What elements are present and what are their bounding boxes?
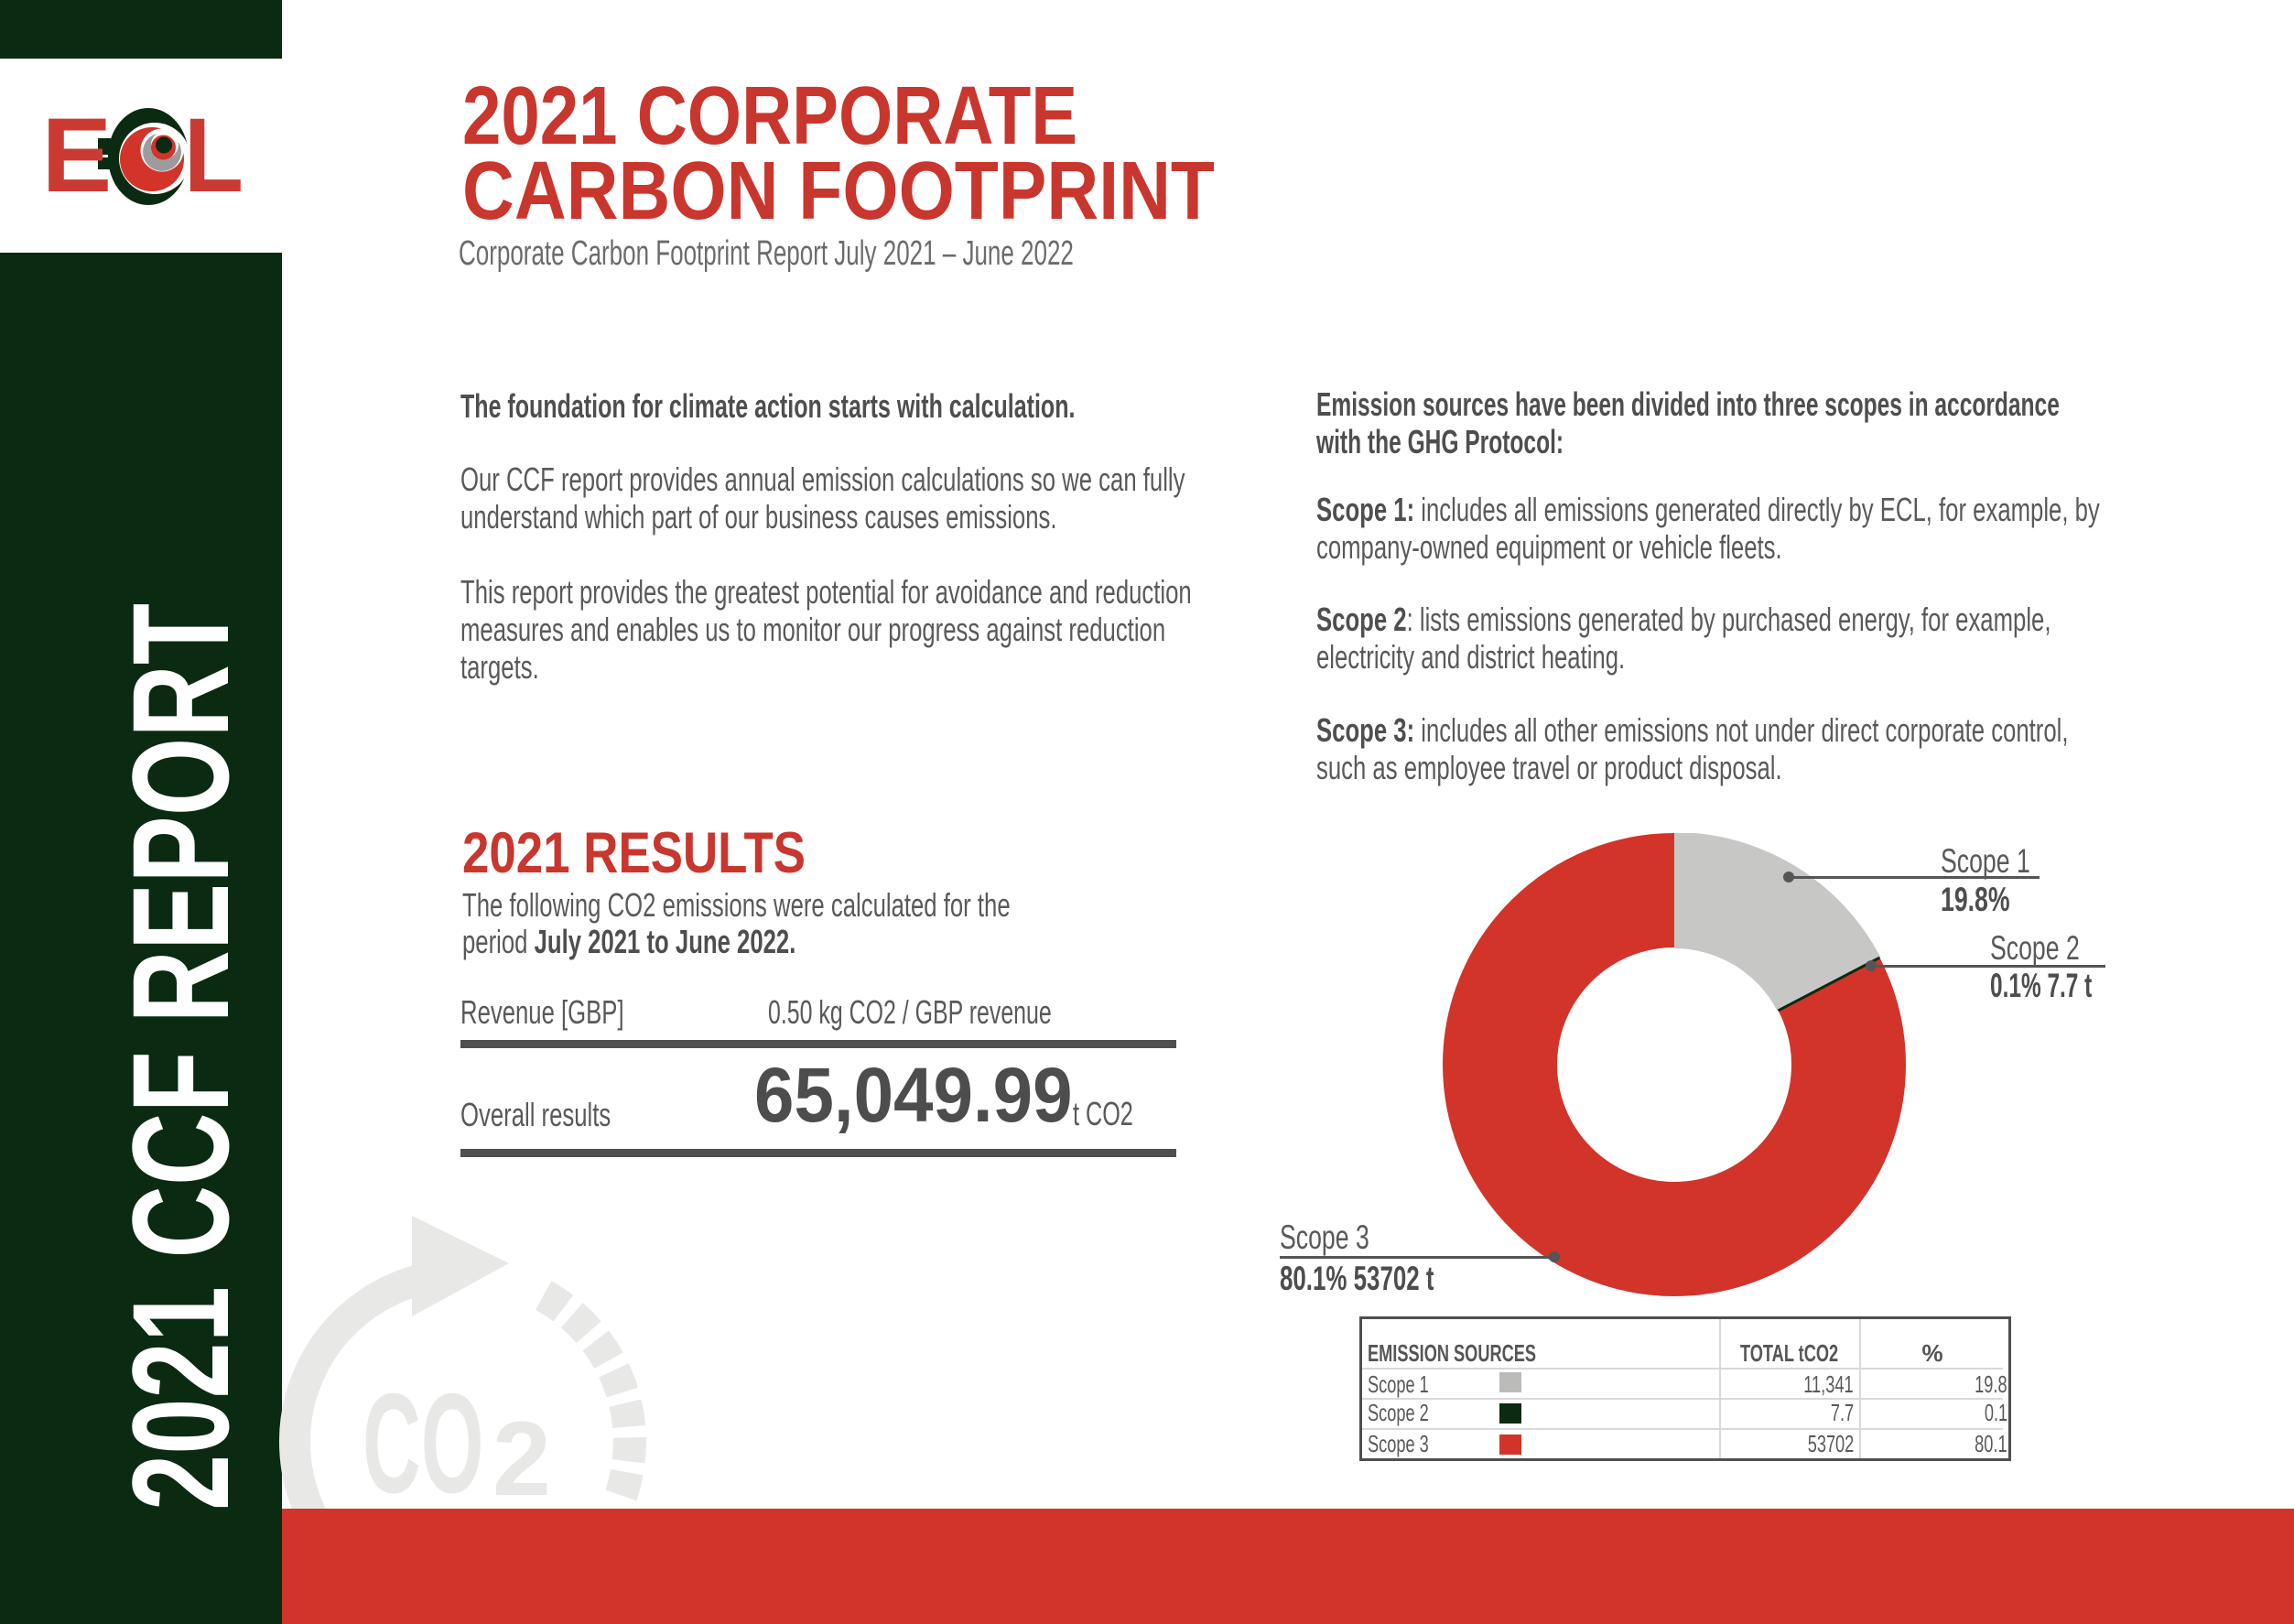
svg-text:E: E bbox=[42, 97, 113, 214]
svg-text:CO: CO bbox=[362, 1364, 484, 1509]
svg-text:L: L bbox=[184, 95, 243, 213]
svg-text:2: 2 bbox=[492, 1401, 551, 1509]
svg-text:2021 CCF REPORT: 2021 CCF REPORT bbox=[103, 603, 257, 1510]
